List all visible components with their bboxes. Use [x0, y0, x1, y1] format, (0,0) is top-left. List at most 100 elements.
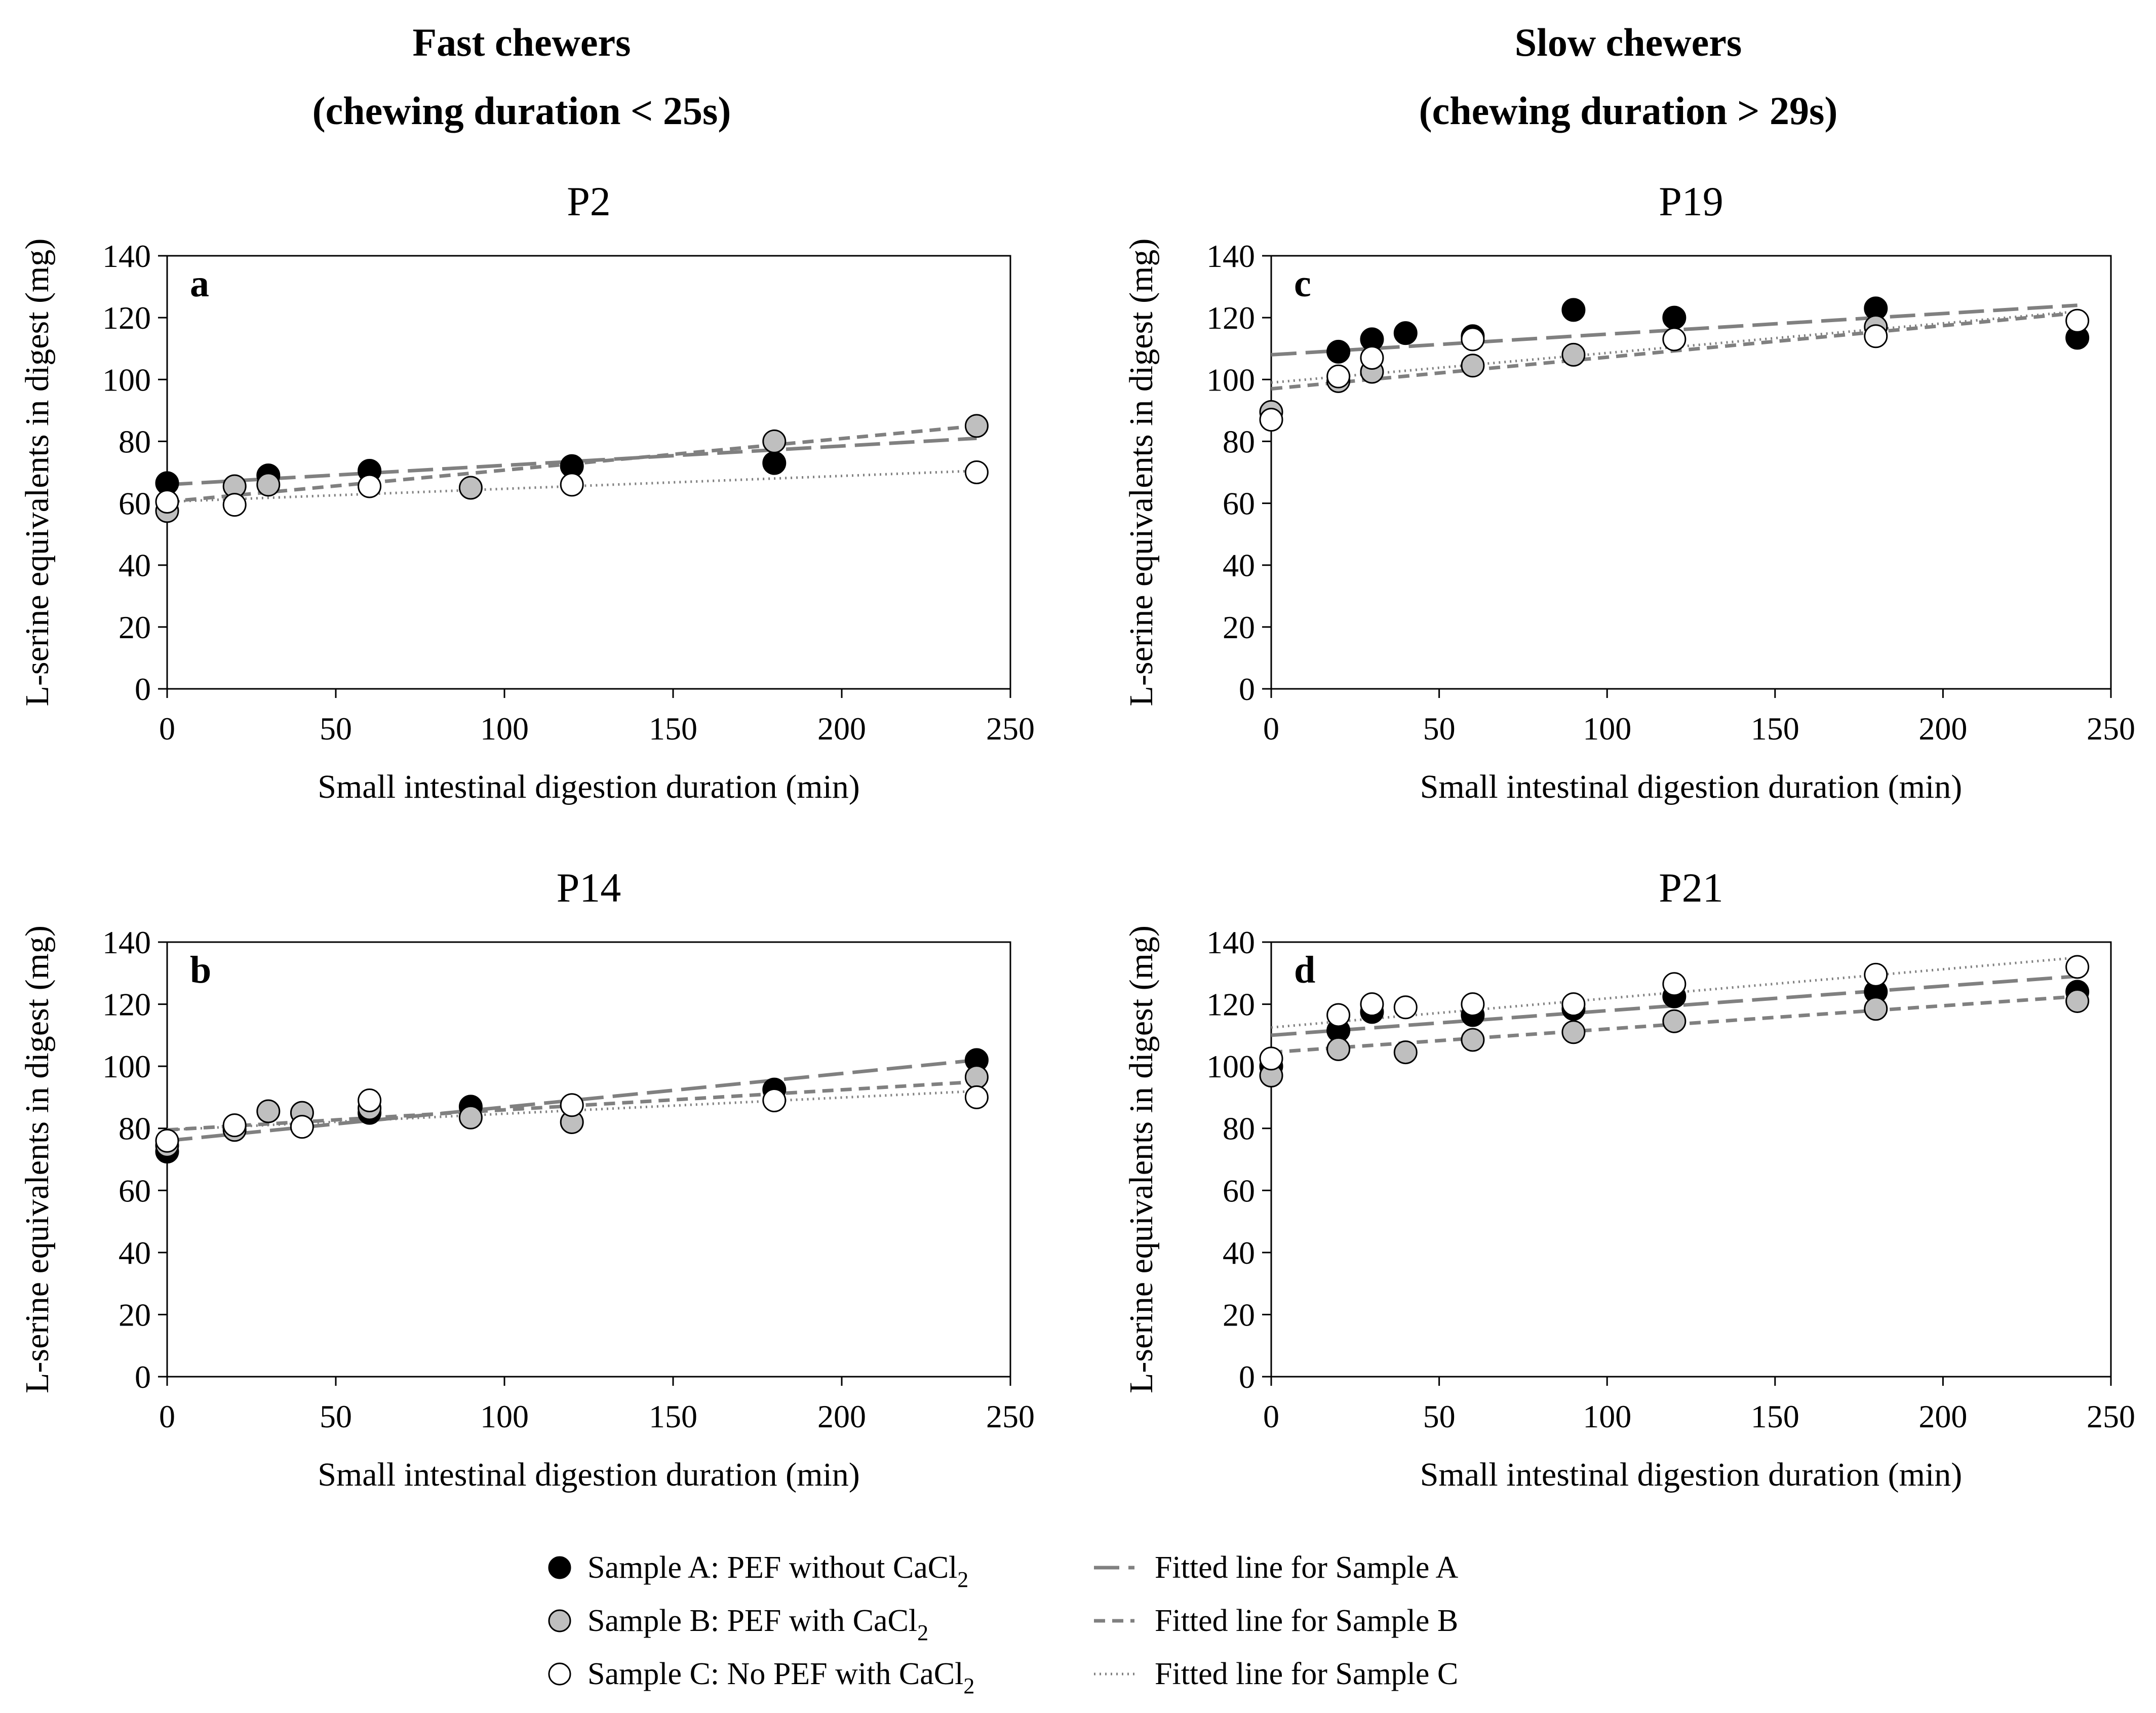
data-point-sample-c — [964, 460, 989, 484]
data-point-sample-a — [1326, 339, 1351, 364]
chart-panel-d: P21 d 0 20 40 60 80 100 120 140 0 50 100 150 200 250 Sma… — [1123, 865, 2135, 1493]
data-point-sample-c — [964, 1085, 989, 1109]
chart-panel-b: P14 b 0 20 40 60 80 100 120 140 0 50 100 150 200 250 Sma… — [19, 865, 1035, 1493]
x-tick-label: 0 — [1263, 1398, 1279, 1434]
chart-title: P21 — [1659, 865, 1723, 911]
y-tick-label: 40 — [119, 548, 151, 583]
data-point-sample-b — [2065, 989, 2090, 1013]
data-point-sample-c — [222, 493, 247, 517]
y-tick-label: 60 — [1223, 1173, 1255, 1209]
y-tick-label: 100 — [102, 1048, 151, 1084]
x-tick-label: 200 — [817, 711, 866, 747]
data-point-sample-c — [1461, 327, 1485, 352]
y-tick-label: 0 — [135, 671, 151, 707]
data-point-sample-b — [256, 473, 281, 497]
data-point-sample-b — [1326, 1037, 1351, 1061]
data-point-sample-c — [222, 1113, 247, 1138]
y-tick-label: 60 — [119, 486, 151, 522]
x-tick-label: 0 — [159, 1398, 175, 1434]
x-axis-label: Small intestinal digestion duration (min… — [1420, 768, 1963, 805]
data-point-sample-c — [290, 1115, 314, 1139]
y-tick-label: 60 — [119, 1173, 151, 1209]
y-tick-label: 40 — [1223, 548, 1255, 583]
data-point-sample-c — [762, 1088, 787, 1113]
data-point-sample-b — [1561, 1020, 1586, 1044]
x-tick-label: 100 — [480, 1398, 529, 1434]
x-tick-label: 250 — [2087, 711, 2135, 747]
group-subtitle-slow: (chewing duration > 29s) — [1419, 89, 1838, 133]
data-point-sample-b — [1864, 997, 1888, 1021]
fit-line-sample-a — [167, 436, 977, 487]
y-tick-label: 120 — [1206, 987, 1255, 1023]
x-axis-label: Small intestinal digestion duration (min… — [318, 1456, 860, 1493]
data-point-sample-c — [1360, 346, 1384, 370]
data-point-sample-c — [1393, 995, 1418, 1020]
data-point-sample-c — [1360, 992, 1384, 1017]
data-point-sample-c — [2065, 308, 2090, 333]
x-axis-label: Small intestinal digestion duration (min… — [1420, 1456, 1963, 1493]
y-axis-label: L-serine equivalents in digest (mg) — [1123, 239, 1160, 707]
x-tick-label: 200 — [817, 1398, 866, 1434]
y-tick-label: 80 — [1223, 1111, 1255, 1147]
data-point-sample-b — [458, 476, 483, 500]
x-tick-label: 50 — [320, 1398, 352, 1434]
y-tick-label: 0 — [1239, 1359, 1255, 1395]
x-tick-label: 250 — [2087, 1398, 2135, 1434]
plot-frame — [166, 941, 1011, 1378]
data-point-sample-b — [964, 1065, 989, 1089]
data-point-sample-c — [1864, 962, 1888, 987]
panel-letter: d — [1294, 949, 1315, 991]
y-tick-label: 40 — [119, 1235, 151, 1271]
x-tick-label: 0 — [159, 711, 175, 747]
x-tick-label: 250 — [986, 1398, 1035, 1434]
y-tick-label: 80 — [119, 423, 151, 459]
data-point-sample-b — [1461, 1028, 1485, 1052]
data-point-sample-c — [2065, 955, 2090, 979]
legend-label-fit-b: Fitted line for Sample B — [1155, 1604, 1458, 1638]
legend-marker-sample-c — [548, 1662, 571, 1686]
data-point-sample-c — [1662, 972, 1687, 996]
x-tick-label: 100 — [1583, 1398, 1631, 1434]
y-tick-label: 140 — [102, 924, 151, 960]
fit-line-sample-c — [167, 469, 977, 503]
y-tick-label: 100 — [1206, 1048, 1255, 1084]
fit-line-sample-c — [1271, 310, 2077, 384]
data-point-sample-a — [762, 451, 787, 475]
chart-title: P2 — [567, 178, 611, 224]
legend-label-sample-a: Sample A: PEF without CaCl2 — [587, 1550, 968, 1592]
y-tick-label: 120 — [102, 987, 151, 1023]
y-axis-label: L-serine equivalents in digest (mg) — [19, 239, 56, 707]
x-tick-label: 150 — [649, 1398, 697, 1434]
data-point-sample-b — [762, 429, 787, 453]
legend-label-sample-c: Sample C: No PEF with CaCl2 — [587, 1657, 974, 1698]
y-tick-label: 0 — [135, 1359, 151, 1395]
x-tick-label: 250 — [986, 711, 1035, 747]
x-tick-label: 50 — [320, 711, 352, 747]
data-point-sample-c — [1864, 324, 1888, 348]
data-point-sample-c — [560, 1093, 584, 1117]
chart-panel-c: P19 c 0 20 40 60 80 100 120 140 0 50 100 150 200 250 Sma… — [1123, 178, 2135, 805]
data-point-sample-a — [1393, 321, 1418, 345]
data-point-sample-c — [358, 1088, 382, 1113]
legend-label-fit-a: Fitted line for Sample A — [1155, 1550, 1458, 1585]
x-tick-label: 50 — [1423, 1398, 1456, 1434]
data-point-sample-c — [1326, 364, 1351, 388]
y-tick-label: 20 — [1223, 1297, 1255, 1333]
y-tick-label: 60 — [1223, 486, 1255, 522]
y-tick-label: 120 — [102, 300, 151, 336]
plot-frame — [166, 255, 1011, 690]
fit-line-sample-a — [167, 1058, 977, 1143]
y-axis-label: L-serine equivalents in digest (mg) — [19, 925, 56, 1393]
data-point-sample-c — [155, 490, 179, 514]
y-tick-label: 100 — [1206, 362, 1255, 398]
x-tick-label: 200 — [1918, 1398, 1967, 1434]
x-tick-label: 50 — [1423, 711, 1456, 747]
y-tick-label: 100 — [102, 362, 151, 398]
y-tick-label: 140 — [102, 238, 151, 274]
data-point-sample-c — [1259, 1046, 1283, 1071]
data-point-sample-b — [1561, 342, 1586, 367]
data-point-sample-b — [458, 1105, 483, 1130]
y-tick-label: 20 — [119, 609, 151, 645]
y-tick-label: 80 — [119, 1111, 151, 1147]
